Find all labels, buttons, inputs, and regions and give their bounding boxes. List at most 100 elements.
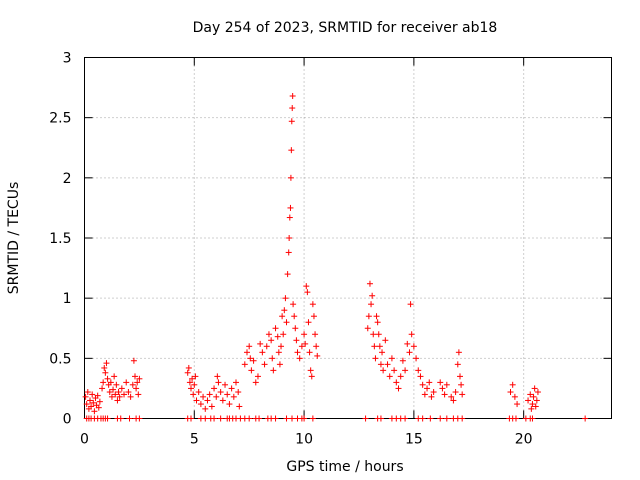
data-point-SRMTID	[90, 399, 97, 406]
data-point-SRMTID	[386, 373, 393, 380]
data-point-SRMTID	[443, 381, 450, 388]
data-point-SRMTID	[195, 389, 202, 396]
x-tick-labels: 0 5 10 15 20	[80, 432, 533, 448]
data-point-SRMTID	[374, 319, 381, 326]
data-point-SRMTID	[456, 373, 463, 380]
data-point-SRMTID	[384, 361, 391, 368]
data-point-SRMTID	[111, 373, 118, 380]
data-point-SRMTID	[270, 367, 277, 374]
data-point-SRMTID	[185, 364, 192, 371]
data-point-SRMTID	[455, 349, 462, 356]
data-point-SRMTID	[375, 331, 382, 338]
data-point-SRMTID	[228, 385, 235, 392]
data-point-SRMTID	[261, 361, 268, 368]
data-point-SRMTID	[112, 391, 119, 398]
x-tick-label: 15	[405, 432, 423, 448]
data-point-SRMTID	[370, 331, 377, 338]
data-point-baseline	[443, 415, 450, 422]
data-point-SRMTID	[525, 397, 532, 404]
data-point-SRMTID	[283, 319, 290, 326]
data-point-SRMTID	[391, 367, 398, 374]
data-point-SRMTID	[376, 343, 383, 350]
data-point-SRMTID	[280, 331, 287, 338]
data-point-SRMTID	[275, 349, 282, 356]
data-point-SRMTID	[288, 147, 295, 154]
data-point-SRMTID	[309, 301, 316, 308]
data-point-SRMTID	[208, 403, 215, 410]
data-point-SRMTID	[399, 357, 406, 364]
y-tick-label: 0	[63, 412, 72, 428]
data-point-SRMTID	[103, 360, 110, 367]
data-point-SRMTID	[428, 393, 435, 400]
data-point-SRMTID	[268, 337, 275, 344]
data-point-SRMTID	[312, 331, 319, 338]
data-point-SRMTID	[132, 373, 139, 380]
data-point-SRMTID	[441, 391, 448, 398]
data-point-SRMTID	[116, 393, 123, 400]
data-point-SRMTID	[107, 379, 114, 386]
data-point-SRMTID	[289, 105, 296, 112]
y-tick-label: 2	[63, 171, 72, 187]
data-point-SRMTID	[252, 379, 259, 386]
data-point-SRMTID	[373, 313, 380, 320]
data-point-SRMTID	[452, 389, 459, 396]
data-point-SRMTID	[226, 401, 233, 408]
data-point-SRMTID	[419, 381, 426, 388]
data-point-baseline	[187, 415, 194, 422]
data-point-SRMTID	[514, 401, 521, 408]
data-point-SRMTID	[379, 349, 386, 356]
data-point-SRMTID	[233, 379, 240, 386]
data-point-SRMTID	[533, 397, 540, 404]
chart-title: Day 254 of 2023, SRMTID for receiver ab1…	[193, 20, 498, 36]
data-point-SRMTID	[189, 375, 196, 382]
data-point-SRMTID	[285, 249, 292, 256]
data-point-SRMTID	[310, 313, 317, 320]
data-point-SRMTID	[290, 301, 297, 308]
data-point-SRMTID	[404, 340, 411, 347]
data-point-SRMTID	[101, 364, 108, 371]
data-point-SRMTID	[380, 367, 387, 374]
data-point-SRMTID	[219, 397, 226, 404]
data-point-SRMTID	[439, 385, 446, 392]
data-point-SRMTID	[125, 389, 132, 396]
x-axis-label: GPS time / hours	[286, 459, 403, 475]
data-point-SRMTID	[134, 379, 141, 386]
data-point-SRMTID	[313, 343, 320, 350]
data-point-SRMTID	[100, 379, 107, 386]
data-point-SRMTID	[371, 343, 378, 350]
data-point-SRMTID	[366, 280, 373, 287]
data-point-SRMTID	[284, 271, 291, 278]
data-point-SRMTID	[91, 408, 98, 415]
data-point-SRMTID	[213, 393, 220, 400]
data-point-SRMTID	[459, 391, 466, 398]
data-point-SRMTID	[287, 204, 294, 211]
data-point-SRMTID	[448, 393, 455, 400]
data-point-SRMTID	[507, 389, 514, 396]
data-point-SRMTID	[236, 403, 243, 410]
data-point-SRMTID	[437, 379, 444, 386]
data-point-SRMTID	[274, 333, 281, 340]
data-point-SRMTID	[450, 397, 457, 404]
data-point-SRMTID	[408, 331, 415, 338]
data-point-SRMTID	[407, 301, 414, 308]
data-point-SRMTID	[369, 292, 376, 299]
data-point-SRMTID	[293, 337, 300, 344]
data-point-SRMTID	[410, 343, 417, 350]
data-point-baseline	[136, 415, 143, 422]
data-point-SRMTID	[187, 385, 194, 392]
y-tick-labels: 0 0.5 1 1.5 2 2.5 3	[49, 51, 71, 428]
data-point-SRMTID	[114, 397, 121, 404]
data-point-SRMTID	[206, 391, 213, 398]
data-point-SRMTID	[395, 385, 402, 392]
data-point-SRMTID	[95, 404, 102, 411]
data-point-SRMTID	[532, 403, 539, 410]
data-point-SRMTID	[200, 393, 207, 400]
data-point-SRMTID	[191, 381, 198, 388]
y-tick-label: 2.5	[49, 111, 71, 127]
data-point-SRMTID	[531, 385, 538, 392]
data-point-SRMTID	[382, 337, 389, 344]
data-point-SRMTID	[106, 389, 113, 396]
data-point-SRMTID	[368, 301, 375, 308]
data-point-SRMTID	[424, 385, 431, 392]
